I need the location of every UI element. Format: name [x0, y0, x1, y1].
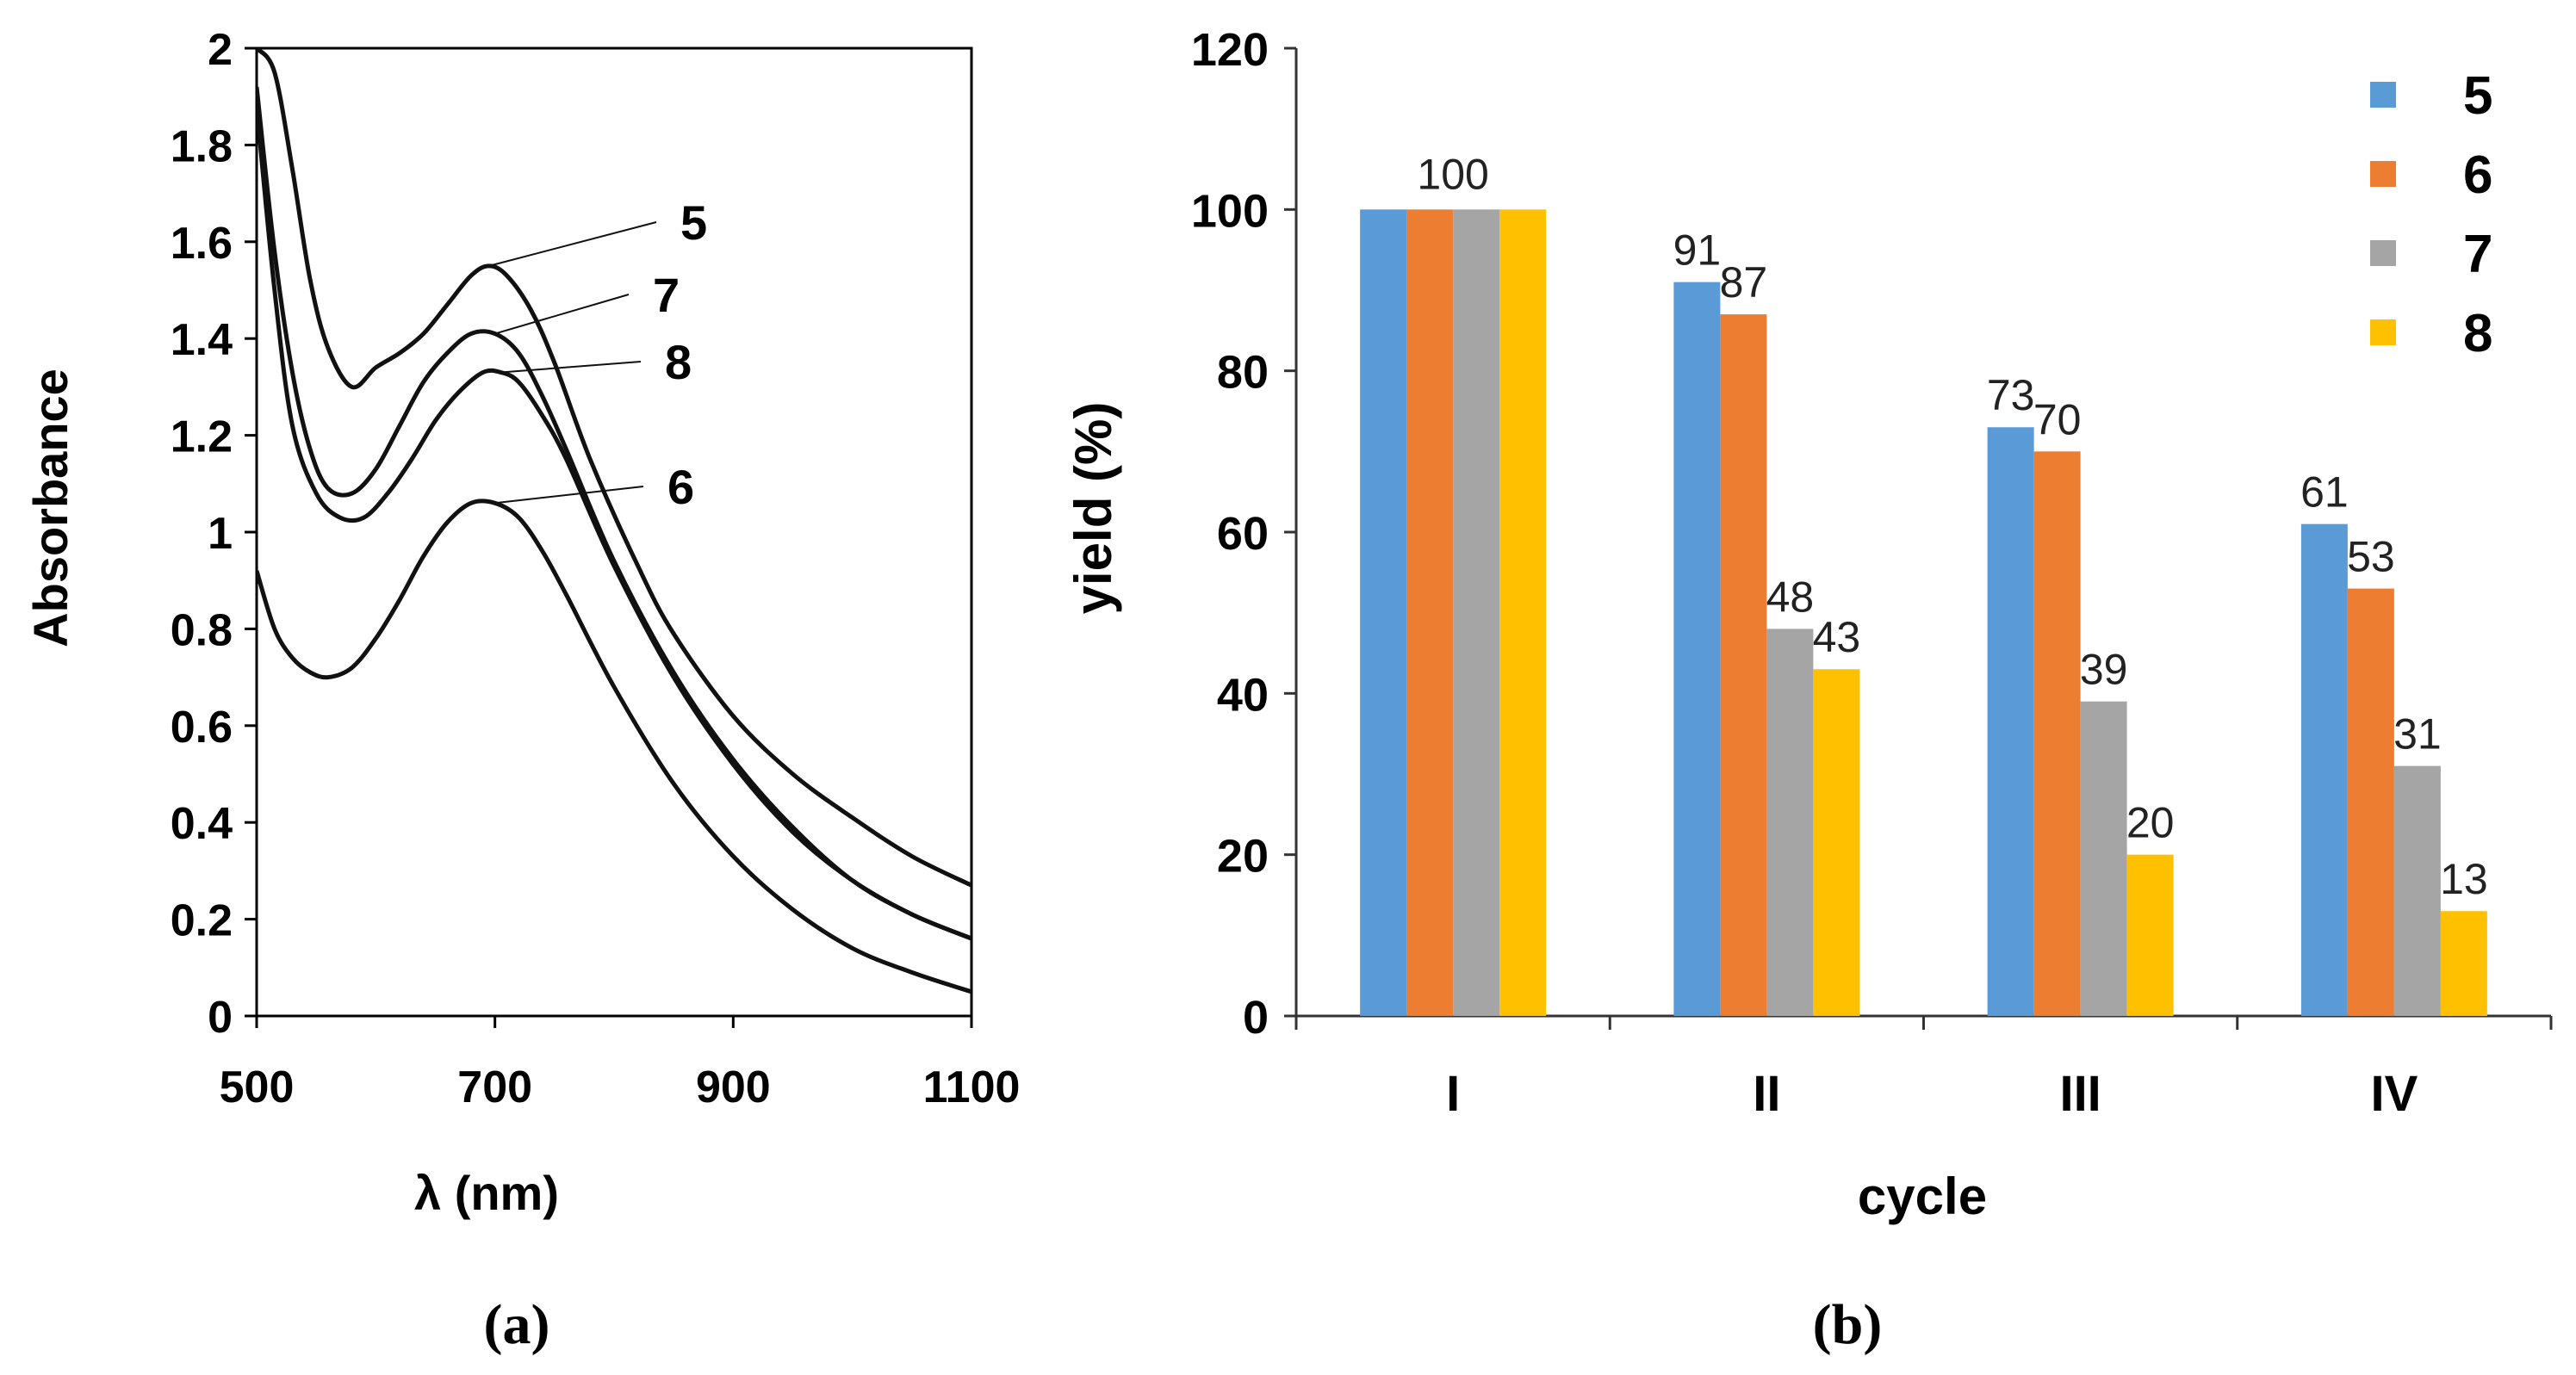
y-tick-label: 0.8 [171, 605, 233, 655]
legend-swatch-8 [2370, 319, 2396, 345]
y-tick-label: 1.4 [171, 315, 233, 365]
leader-line-5 [488, 221, 657, 267]
data-label: 100 [1417, 150, 1488, 198]
x-tick-label: 500 [220, 1062, 295, 1112]
y-tick-label: 40 [1217, 669, 1269, 721]
panel-a-line-chart: 0 0.2 0.4 0.6 0.8 1 1.2 1.4 1.6 1.8 2 500 700 900 1100… [23, 25, 1020, 1356]
data-label: 20 [2126, 799, 2175, 847]
bar-7-I [1453, 209, 1500, 1017]
bar-7-II [1766, 629, 1814, 1016]
leader-line-6 [494, 486, 644, 505]
panel-a-plot-area-border [255, 46, 973, 1018]
data-label: 61 [2300, 468, 2349, 517]
legend-swatch-5 [2370, 82, 2396, 108]
bar-8-I [1499, 209, 1547, 1017]
bar-8-III [2126, 854, 2174, 1016]
bar-7-III [2080, 701, 2127, 1016]
bar-6-IV [2347, 588, 2394, 1016]
series-line-5 [257, 48, 971, 888]
bar-5-I [1360, 209, 1407, 1017]
data-label: 31 [2393, 710, 2442, 759]
data-label: 13 [2440, 855, 2488, 903]
panel-b-bars [1360, 209, 2487, 1017]
y-tick-label: 0.6 [171, 703, 233, 753]
panel-a-curve-labels: 57 8 6 [488, 195, 707, 514]
series-line-6 [257, 499, 971, 994]
panel-a-ticks: 0 0.2 0.4 0.6 0.8 1 1.2 1.4 1.6 1.8 2 500 700 900 1100 [171, 25, 1021, 1112]
data-label: 39 [2080, 646, 2128, 694]
panel-b-y-axis-label: yield (%) [1065, 402, 1122, 615]
bar-5-IV [2300, 523, 2348, 1016]
data-label: 43 [1813, 613, 1861, 661]
leader-line-8 [500, 361, 642, 374]
bar-7-IV [2393, 765, 2441, 1016]
y-tick-label: 1 [208, 509, 233, 559]
data-label: 91 [1673, 226, 1722, 275]
y-tick-label: 1.6 [171, 219, 233, 269]
x-tick-label: 1100 [923, 1062, 1021, 1112]
legend-label-8: 8 [2463, 304, 2492, 363]
bar-6-I [1406, 209, 1454, 1017]
y-tick-label: 100 [1191, 185, 1269, 237]
y-tick-label: 0.2 [171, 896, 233, 946]
x-tick-label: 900 [696, 1062, 771, 1112]
category-label: II [1753, 1066, 1780, 1122]
bar-6-II [1720, 314, 1767, 1017]
legend-label-5: 5 [2463, 66, 2492, 126]
curve-label-8: 8 [665, 335, 692, 389]
category-label: III [2059, 1066, 2101, 1122]
data-label: 53 [2347, 533, 2395, 581]
curve-label-6: 6 [667, 460, 694, 514]
panel-a-label: (a) [484, 1293, 550, 1356]
panel-b-legend: 5 6 7 8 [2370, 66, 2492, 363]
panel-a-y-axis-label: Absorbance [23, 369, 78, 647]
x-tick-label: 700 [457, 1062, 532, 1112]
y-tick-label: 120 [1191, 24, 1269, 76]
bar-6-III [2033, 451, 2081, 1016]
y-tick-label: 80 [1217, 347, 1269, 399]
panel-a-plot-frame [255, 46, 973, 1018]
panel-b-label: (b) [1813, 1293, 1883, 1356]
curve-label-7: 7 [653, 268, 680, 322]
leader-line-7 [494, 294, 630, 335]
data-label: 48 [1766, 573, 1815, 621]
category-label: IV [2370, 1066, 2418, 1122]
bar-5-III [1987, 427, 2034, 1016]
legend-swatch-7 [2370, 240, 2396, 266]
series-line-8 [257, 106, 971, 941]
panel-a-series-lines [257, 48, 971, 994]
y-tick-label: 1.2 [171, 412, 233, 462]
panel-a-x-axis-label: λ (nm) [414, 1166, 559, 1220]
panel-b-x-axis-label: cycle [1858, 1168, 1987, 1225]
bar-8-IV [2440, 911, 2487, 1016]
y-tick-label: 60 [1217, 508, 1269, 560]
bar-8-II [1813, 669, 1860, 1016]
y-tick-label: 1.8 [171, 121, 233, 171]
legend-swatch-6 [2370, 161, 2396, 187]
category-label: I [1446, 1066, 1460, 1122]
y-tick-label: 20 [1217, 831, 1269, 883]
y-tick-label: 0.4 [171, 799, 233, 849]
curve-label-5: 5 [680, 195, 707, 250]
legend-label-6: 6 [2463, 146, 2492, 205]
data-label: 87 [1720, 258, 1768, 307]
y-tick-label: 0 [1243, 992, 1269, 1044]
y-tick-label: 2 [208, 25, 233, 75]
y-tick-label: 0 [208, 993, 233, 1043]
legend-label-7: 7 [2463, 225, 2492, 284]
data-label: 73 [1987, 371, 2035, 419]
bar-5-II [1673, 282, 1721, 1017]
data-label: 70 [2033, 395, 2082, 443]
